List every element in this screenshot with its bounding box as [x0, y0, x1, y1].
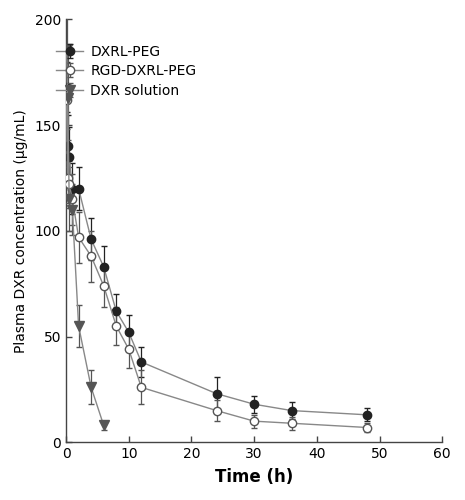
- Y-axis label: Plasma DXR concentration (μg/mL): Plasma DXR concentration (μg/mL): [14, 109, 28, 352]
- Legend: DXRL-PEG, RGD-DXRL-PEG, DXR solution: DXRL-PEG, RGD-DXRL-PEG, DXR solution: [50, 39, 202, 103]
- X-axis label: Time (h): Time (h): [215, 468, 293, 486]
